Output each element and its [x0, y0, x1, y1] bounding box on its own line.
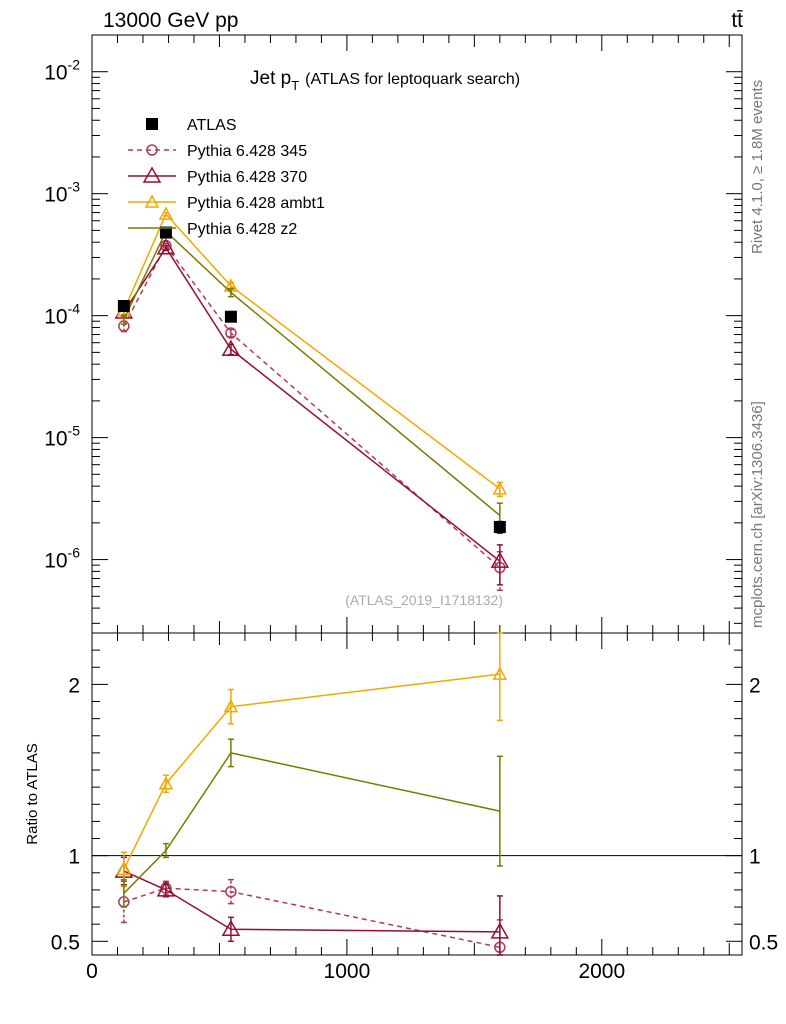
- legend: ATLAS Pythia 6.428 345 Pythia 6.428 370 Pyt…: [128, 117, 325, 238]
- legend-marker: [144, 194, 160, 208]
- main-point-pythia-6-428-370: [156, 238, 176, 255]
- main-line-pythia-6-428-ambt1: [123, 212, 501, 490]
- ratio-series-pythia-6-428-345: [118, 878, 506, 956]
- title-main: Jet p: [250, 68, 291, 89]
- main-point-pythia-6-428-345: [225, 327, 237, 339]
- ratio-axis-ticks: 0.5 0.5 1 1 2 2: [51, 649, 778, 954]
- legend-marker: [146, 144, 158, 156]
- main-y-tick-exponent: -5: [68, 423, 81, 439]
- ratio-point-pythia-6-428-ambt1: [116, 861, 132, 876]
- x-tick-label: 1000: [324, 960, 371, 983]
- main-y-tick-label: 10-5: [44, 423, 80, 451]
- ratio-point-pythia-6-428-345: [225, 885, 237, 898]
- main-y-tick-label: 10-3: [44, 179, 80, 207]
- rivet-version-label: Rivet 4.1.0, ≥ 1.8M events: [749, 80, 766, 254]
- ratio-line-pythia-6-428-z2: [123, 752, 501, 894]
- main-series-atlas: [117, 226, 506, 534]
- legend-label: ATLAS: [187, 117, 237, 134]
- main-y-tick-base: 10: [44, 184, 67, 207]
- main-point-pythia-6-428-370: [221, 339, 241, 357]
- main-y-tick-exponent: -3: [68, 179, 81, 195]
- ratio-y-axis-label: Ratio to ATLAS: [24, 743, 41, 844]
- ratio-point-pythia-6-428-ambt1: [492, 666, 508, 680]
- legend-label: Pythia 6.428 ambt1: [187, 195, 325, 212]
- ratio-series-pythia-6-428-ambt1: [116, 632, 508, 888]
- ratio-series-pythia-6-428-z2: [120, 738, 503, 908]
- ratio-y-tick-label-left: 0.5: [51, 931, 80, 954]
- main-series-pythia-6-428-370: [114, 238, 510, 586]
- ratio-series-group: [114, 632, 510, 956]
- legend-label: Pythia 6.428 345: [187, 143, 307, 160]
- ratio-plot-frame: [91, 632, 743, 956]
- ratio-line-pythia-6-428-345: [123, 887, 500, 949]
- main-y-tick-exponent: -4: [68, 301, 81, 317]
- x-tick-label: 2000: [578, 960, 625, 983]
- x-axis-ticks: 0 1000 2000: [86, 35, 730, 983]
- main-line-pythia-6-428-345: [123, 244, 501, 569]
- process-label: tt̄: [731, 9, 743, 32]
- main-y-tick-label: 10-2: [44, 57, 80, 85]
- main-series-pythia-6-428-ambt1: [116, 206, 508, 498]
- ratio-point-pythia-6-428-ambt1: [223, 699, 239, 713]
- legend-entry-pythia-6-428-ambt1: Pythia 6.428 ambt1: [128, 194, 325, 212]
- ratio-line-pythia-6-428-ambt1: [123, 673, 500, 870]
- title-rest: (ATLAS for leptoquark search): [305, 71, 520, 88]
- main-point-atlas: [117, 299, 130, 312]
- ratio-y-tick-label-left: 1: [68, 846, 80, 869]
- main-y-tick-base: 10: [44, 428, 67, 451]
- main-point-atlas: [224, 310, 237, 323]
- main-point-atlas: [493, 520, 506, 533]
- legend-marker: [142, 166, 162, 183]
- chart-title: Jet pT (ATLAS for leptoquark search): [250, 68, 520, 93]
- main-point-atlas: [159, 226, 172, 239]
- legend-entry-atlas: ATLAS: [146, 117, 237, 134]
- main-y-tick-base: 10: [44, 550, 67, 573]
- mcplots-url-label: mcplots.cern.ch [arXiv:1306.3436]: [749, 401, 766, 628]
- main-y-tick-base: 10: [44, 62, 67, 85]
- ratio-line-pythia-6-428-370: [123, 870, 500, 933]
- ratio-point-pythia-6-428-370: [156, 880, 176, 897]
- main-line-pythia-6-428-370: [123, 246, 501, 562]
- main-point-pythia-6-428-ambt1: [492, 481, 508, 495]
- ratio-y-tick-label-right: 0.5: [749, 931, 778, 954]
- ratio-point-pythia-6-428-ambt1: [158, 776, 174, 790]
- ratio-series-pythia-6-428-370: [114, 856, 510, 956]
- main-y-tick-label: 10-4: [44, 301, 80, 329]
- main-axis-ticks: 10-210-310-410-510-6: [44, 34, 742, 624]
- legend-entry-pythia-6-428-z2: Pythia 6.428 z2: [128, 221, 297, 238]
- analysis-id-label: (ATLAS_2019_I1718132): [345, 592, 503, 608]
- main-series-pythia-6-428-z2: [120, 229, 503, 533]
- main-y-tick-exponent: -2: [68, 57, 81, 73]
- main-line-pythia-6-428-z2: [123, 230, 501, 517]
- ratio-y-tick-label-right: 2: [749, 674, 761, 697]
- ratio-y-tick-label-left: 2: [68, 674, 80, 697]
- title-subscript: T: [291, 78, 299, 93]
- legend-marker: [146, 118, 158, 130]
- svg-text:Jet pT(ATLAS for leptoquark se: Jet pT (ATLAS for leptoquark search): [250, 68, 520, 93]
- legend-label: Pythia 6.428 370: [187, 169, 307, 186]
- x-tick-label: 0: [86, 960, 98, 983]
- main-y-tick-base: 10: [44, 306, 67, 329]
- main-point-pythia-6-428-370: [490, 551, 510, 568]
- ratio-point-pythia-6-428-370: [221, 919, 241, 937]
- legend-entry-pythia-6-428-370: Pythia 6.428 370: [128, 166, 307, 186]
- main-point-pythia-6-428-ambt1: [158, 206, 174, 220]
- legend-label: Pythia 6.428 z2: [187, 221, 297, 238]
- main-series-pythia-6-428-345: [118, 239, 506, 592]
- main-y-tick-exponent: -6: [68, 545, 81, 561]
- legend-entry-pythia-6-428-345: Pythia 6.428 345: [128, 143, 307, 160]
- ratio-y-tick-label-right: 1: [749, 846, 761, 869]
- ratio-point-pythia-6-428-370: [490, 922, 510, 939]
- main-series-group: [114, 206, 510, 592]
- main-y-tick-label: 10-6: [44, 545, 80, 573]
- energy-label: 13000 GeV pp: [103, 9, 238, 32]
